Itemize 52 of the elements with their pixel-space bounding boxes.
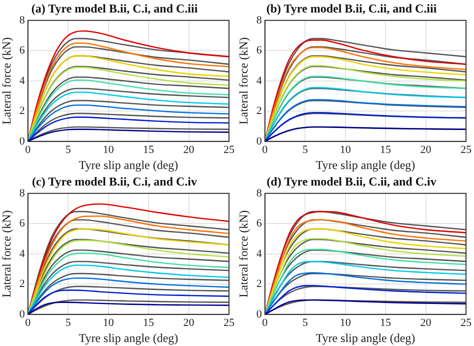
x-tick-label: 5 <box>65 316 72 329</box>
y-tick-label: 6 <box>256 218 262 230</box>
y-tick-label: 4 <box>19 74 26 87</box>
y-tick-label: 8 <box>256 187 262 200</box>
x-tick-label: 5 <box>65 144 72 156</box>
x-axis-title: Tyre slip angle (deg) <box>78 158 178 172</box>
x-tick-label: 15 <box>380 316 392 329</box>
x-tick-label: 10 <box>340 316 352 329</box>
y-tick-label: 4 <box>19 248 26 260</box>
y-tick-label: 2 <box>256 105 262 118</box>
x-tick-label: 15 <box>380 144 392 156</box>
y-axis-title: Lateral force (kN) <box>236 37 250 125</box>
y-axis-title: Lateral force (kN) <box>236 210 250 298</box>
y-tick-label: 8 <box>19 14 26 26</box>
x-tick-label: 10 <box>102 144 114 156</box>
x-tick-label: 5 <box>302 316 308 329</box>
x-tick-label: 15 <box>143 316 155 329</box>
chart-title: (a) Tyre model B.ii, C.i, and C.iii <box>31 1 198 16</box>
x-tick-label: 25 <box>224 144 235 156</box>
y-tick-label: 8 <box>256 14 262 26</box>
y-tick-label: 0 <box>19 308 26 320</box>
x-tick-label: 20 <box>183 144 195 156</box>
y-tick-label: 8 <box>19 187 26 200</box>
y-axis-title: Lateral force (kN) <box>0 210 14 298</box>
chart-title: (d) Tyre model B.ii, C.ii, and C.iv <box>266 174 436 188</box>
x-axis-title: Tyre slip angle (deg) <box>316 158 416 172</box>
x-axis-title: Tyre slip angle (deg) <box>78 330 178 345</box>
x-tick-label: 10 <box>102 316 114 329</box>
y-tick-label: 6 <box>256 44 262 57</box>
x-tick-label: 25 <box>224 316 235 329</box>
x-tick-label: 10 <box>340 144 352 156</box>
x-tick-label: 25 <box>460 144 472 156</box>
x-tick-label: 5 <box>302 144 308 156</box>
chart-title: (c) Tyre model B.ii, C.i, and C.iv <box>32 174 197 188</box>
x-tick-label: 20 <box>420 316 432 329</box>
y-tick-label: 2 <box>256 278 262 290</box>
y-tick-label: 2 <box>19 278 25 290</box>
y-tick-label: 6 <box>19 44 26 57</box>
y-tick-label: 4 <box>256 248 262 260</box>
y-tick-label: 0 <box>256 308 262 320</box>
y-tick-label: 4 <box>256 74 262 87</box>
y-tick-label: 6 <box>19 218 26 230</box>
x-tick-label: 15 <box>143 144 155 156</box>
x-tick-label: 20 <box>420 144 432 156</box>
y-axis-title: Lateral force (kN) <box>0 37 14 125</box>
x-tick-label: 20 <box>183 316 195 329</box>
y-tick-label: 0 <box>256 135 262 148</box>
x-axis-title: Tyre slip angle (deg) <box>316 330 416 345</box>
chart-title: (b) Tyre model B.ii, C.ii, and C.iii <box>266 1 438 16</box>
y-tick-label: 2 <box>19 105 25 118</box>
y-tick-label: 0 <box>19 135 26 148</box>
x-tick-label: 25 <box>460 316 472 329</box>
